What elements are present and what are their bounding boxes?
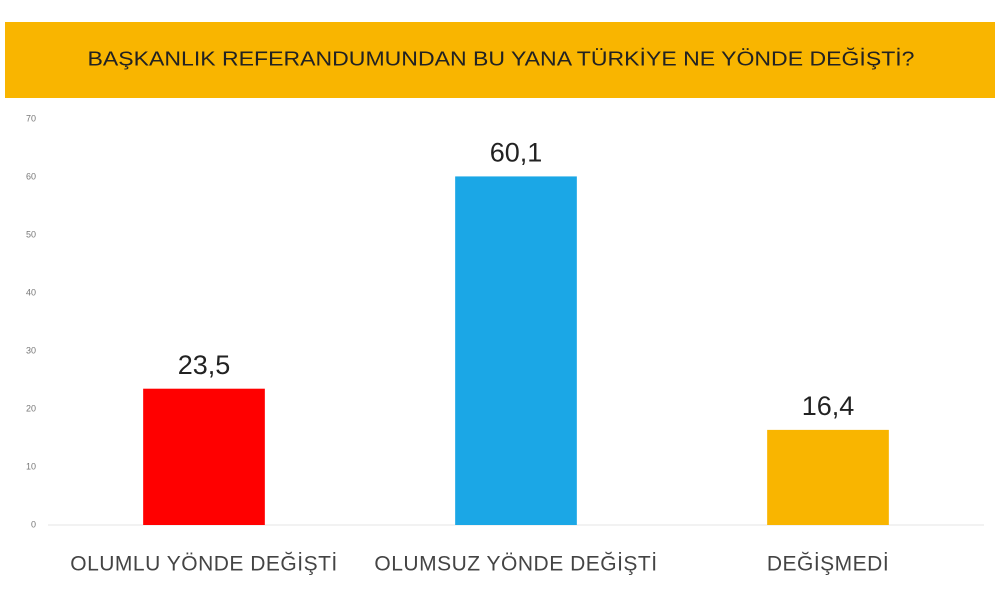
bar — [767, 429, 889, 525]
chart-title: BAŞKANLIK REFERANDUMUNDAN BU YANA TÜRKİY… — [88, 47, 915, 70]
y-tick-label: 70 — [26, 113, 36, 123]
y-tick-label: 50 — [26, 229, 36, 239]
title-banner — [5, 22, 995, 98]
bar — [143, 388, 265, 525]
x-tick-label: OLUMLU YÖNDE DEĞİŞTİ — [70, 553, 338, 576]
bar — [455, 176, 577, 526]
y-tick-label: 60 — [26, 171, 36, 181]
y-tick-label: 30 — [26, 345, 36, 355]
data-label: 60,1 — [490, 138, 543, 168]
data-label: 16,4 — [802, 391, 855, 421]
data-label: 23,5 — [178, 350, 231, 380]
x-tick-label: OLUMSUZ YÖNDE DEĞİŞTİ — [374, 553, 657, 576]
y-tick-label: 0 — [31, 519, 36, 529]
y-tick-label: 10 — [26, 461, 36, 471]
y-tick-label: 40 — [26, 287, 36, 297]
y-tick-label: 20 — [26, 403, 36, 413]
x-tick-label: DEĞİŞMEDİ — [767, 553, 889, 576]
